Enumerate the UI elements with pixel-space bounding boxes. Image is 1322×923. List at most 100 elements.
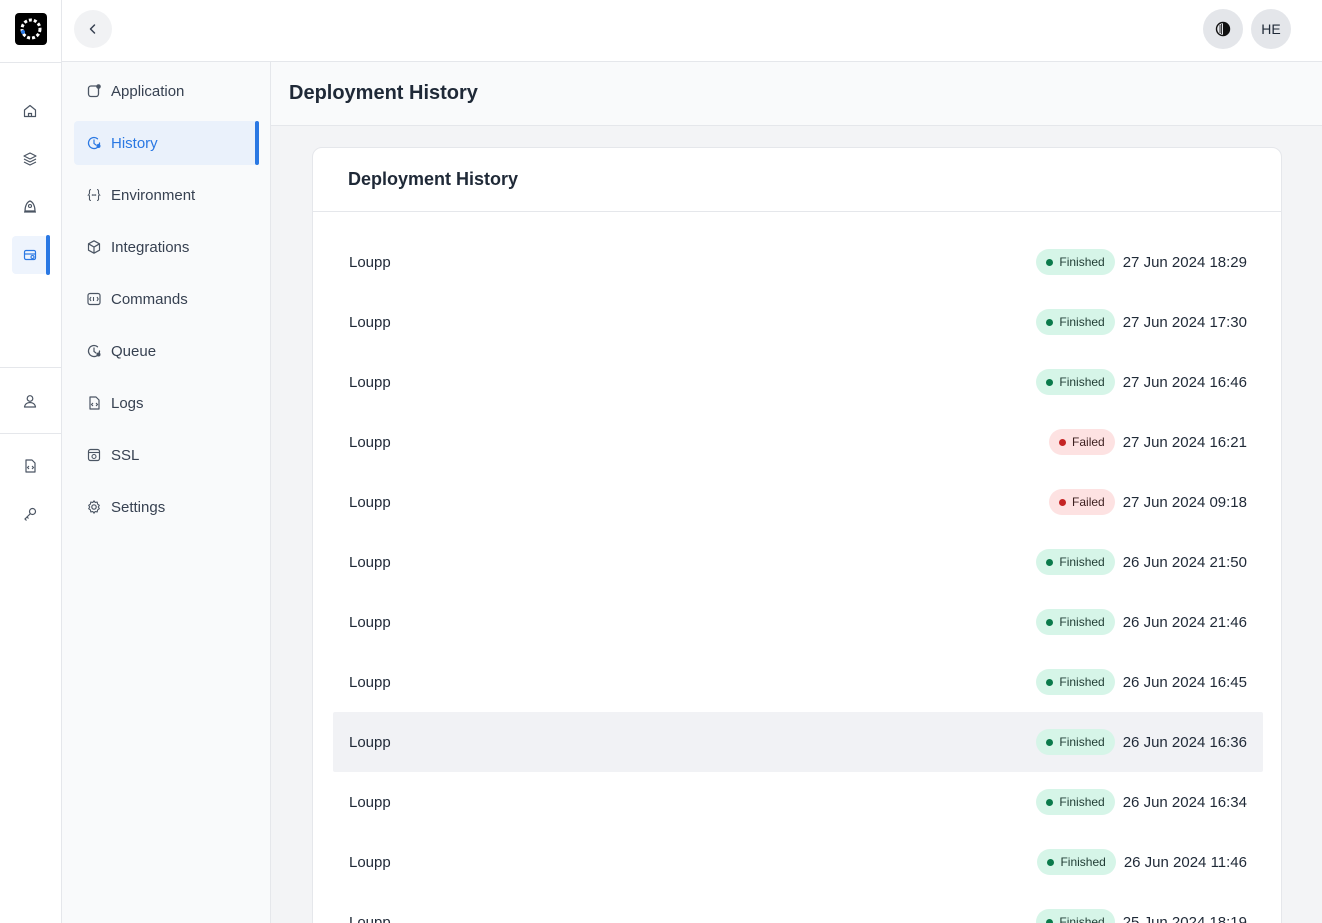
nav-item-settings[interactable]: Settings — [74, 485, 258, 529]
nav-item-label: Environment — [111, 186, 196, 204]
status-badge: Failed — [1049, 489, 1115, 515]
status-dot — [1046, 738, 1054, 746]
status-badge: Finished — [1036, 789, 1115, 815]
history-icon — [86, 135, 102, 151]
nav-item-ssl[interactable]: SSL — [74, 433, 258, 477]
status-badge: Failed — [1049, 429, 1115, 455]
status-label: Finished — [1059, 915, 1105, 923]
status-dot — [1046, 318, 1054, 326]
app-logo[interactable] — [15, 13, 47, 45]
contrast-icon — [1215, 21, 1231, 37]
deployment-row[interactable]: Loupp Failed 27 Jun 2024 16:21 — [333, 412, 1263, 472]
nav-item-label: Integrations — [111, 238, 190, 256]
status-dot — [1047, 858, 1055, 866]
deployment-row[interactable]: Loupp Finished 26 Jun 2024 16:36 — [333, 712, 1263, 772]
user-icon — [23, 395, 37, 408]
rail-item-stack[interactable] — [12, 140, 48, 178]
nav-item-label: Logs — [111, 394, 144, 412]
status-dot — [1046, 678, 1054, 686]
status-dot — [1046, 618, 1054, 626]
rail-divider — [0, 367, 62, 368]
certificate-icon — [86, 447, 102, 463]
status-badge: Finished — [1036, 909, 1115, 923]
deployment-date: 26 Jun 2024 16:45 — [1122, 673, 1247, 691]
app-server-icon — [23, 249, 37, 261]
nav-item-environment[interactable]: Environment — [74, 173, 258, 217]
cube-icon — [86, 239, 102, 255]
nav-item-label: Settings — [111, 498, 166, 516]
page-header: Deployment History — [271, 62, 1322, 126]
status-dot — [1059, 438, 1067, 446]
status-badge: Finished — [1036, 249, 1115, 275]
nav-item-commands[interactable]: Commands — [74, 277, 258, 321]
status-dot — [1046, 258, 1054, 266]
page-title: Deployment History — [289, 82, 478, 104]
status-dot — [1046, 558, 1054, 566]
deployment-name: Loupp — [349, 673, 391, 691]
deployment-name: Loupp — [349, 613, 391, 631]
status-label: Finished — [1059, 255, 1105, 269]
log-file-icon — [86, 395, 102, 411]
status-dot — [1046, 798, 1054, 806]
nav-item-logs[interactable]: Logs — [74, 381, 258, 425]
card-title: Deployment History — [348, 169, 519, 189]
deployment-list: Loupp Finished 27 Jun 2024 18:29 Loupp F… — [333, 232, 1263, 923]
nav-item-label: History — [111, 134, 158, 152]
deployment-row[interactable]: Loupp Finished 27 Jun 2024 17:30 — [333, 292, 1263, 352]
nav-item-label: Application — [111, 82, 185, 100]
deployment-row[interactable]: Loupp Finished 25 Jun 2024 18:19 — [333, 892, 1263, 923]
nav-item-application[interactable]: Application — [74, 69, 258, 113]
deployment-row[interactable]: Loupp Failed 27 Jun 2024 09:18 — [333, 472, 1263, 532]
deployment-row[interactable]: Loupp Finished 26 Jun 2024 21:46 — [333, 592, 1263, 652]
deployment-name: Loupp — [349, 853, 391, 871]
status-label: Failed — [1072, 495, 1105, 509]
rail-item-home[interactable] — [12, 92, 48, 130]
rocket-icon — [24, 200, 36, 213]
rail-item-users[interactable] — [12, 382, 48, 420]
rail-item-keys[interactable] — [12, 495, 48, 533]
nav-item-integrations[interactable]: Integrations — [74, 225, 258, 269]
status-label: Finished — [1059, 315, 1105, 329]
deployment-row[interactable]: Loupp Finished 26 Jun 2024 16:34 — [333, 772, 1263, 832]
deployment-name: Loupp — [349, 733, 391, 751]
status-dot — [1059, 498, 1067, 506]
deployment-date: 26 Jun 2024 21:46 — [1122, 613, 1247, 631]
status-badge: Finished — [1036, 309, 1115, 335]
icon-rail — [0, 0, 62, 923]
status-label: Finished — [1059, 555, 1105, 569]
deployment-name: Loupp — [349, 793, 391, 811]
nav-item-queue[interactable]: Queue — [74, 329, 258, 373]
user-avatar[interactable]: HE — [1251, 9, 1291, 49]
rail-item-deploy[interactable] — [12, 188, 48, 226]
deployment-row[interactable]: Loupp Finished 27 Jun 2024 18:29 — [333, 232, 1263, 292]
deployment-row[interactable]: Loupp Finished 26 Jun 2024 11:46 — [333, 832, 1263, 892]
rail-item-logs[interactable] — [12, 447, 48, 485]
nav-active-indicator — [255, 121, 259, 165]
nav-item-label: Commands — [111, 290, 188, 308]
chevron-left-icon — [89, 24, 96, 34]
back-button[interactable] — [74, 10, 112, 48]
rail-item-applications[interactable] — [12, 236, 48, 274]
deployment-row[interactable]: Loupp Finished 26 Jun 2024 16:45 — [333, 652, 1263, 712]
rail-divider — [0, 62, 62, 63]
deployment-name: Loupp — [349, 253, 391, 271]
deployment-name: Loupp — [349, 553, 391, 571]
nav-item-history[interactable]: History — [74, 121, 258, 165]
file-code-icon — [25, 459, 36, 473]
status-badge: Finished — [1036, 729, 1115, 755]
status-badge: Finished — [1036, 669, 1115, 695]
rail-divider — [0, 433, 62, 434]
status-badge: Finished — [1036, 549, 1115, 575]
status-label: Finished — [1059, 675, 1105, 689]
status-dot — [1046, 378, 1054, 386]
home-icon — [23, 104, 37, 118]
gear-icon — [86, 499, 102, 515]
deployment-row[interactable]: Loupp Finished 26 Jun 2024 21:50 — [333, 532, 1263, 592]
deployment-name: Loupp — [349, 433, 391, 451]
theme-toggle-button[interactable] — [1203, 9, 1243, 49]
deployment-name: Loupp — [349, 373, 391, 391]
deployment-date: 27 Jun 2024 16:46 — [1122, 373, 1247, 391]
deployment-history-card: Deployment History Loupp Finished 27 Jun… — [312, 147, 1282, 923]
card-header: Deployment History — [313, 148, 1281, 212]
deployment-row[interactable]: Loupp Finished 27 Jun 2024 16:46 — [333, 352, 1263, 412]
